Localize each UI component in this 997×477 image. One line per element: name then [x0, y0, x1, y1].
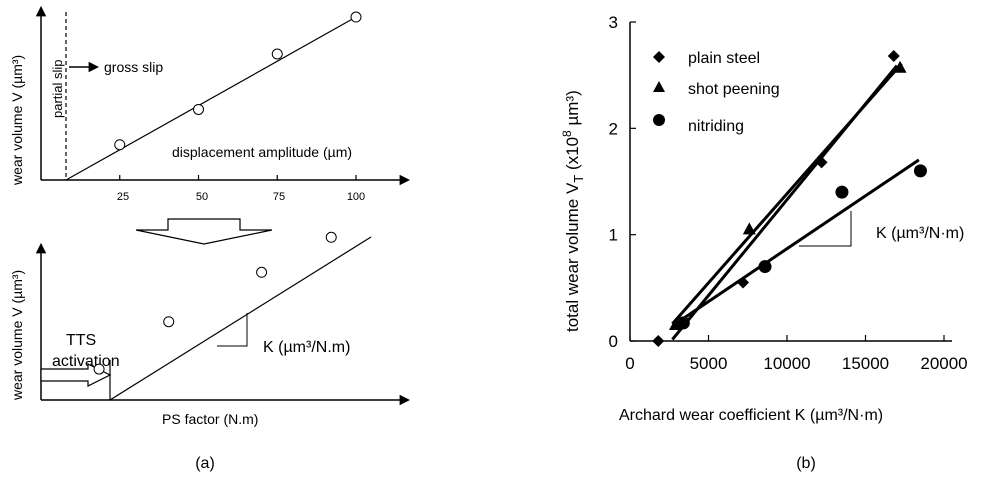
- caption-b: (b): [796, 455, 816, 472]
- data-point: [350, 11, 362, 23]
- legend-label: plain steel: [688, 50, 760, 67]
- slope-label: K (µm³/N·m): [876, 225, 964, 242]
- data-point: [163, 316, 175, 328]
- data-point-diamond: [652, 335, 665, 347]
- data-points: [93, 231, 337, 375]
- y-tick-label: 2: [609, 119, 618, 138]
- fit-line: [671, 62, 903, 325]
- slope-triangle: [799, 211, 852, 247]
- transition-arrow: [135, 218, 273, 245]
- tts-label-line1: TTS: [66, 332, 96, 349]
- x-tick-label: 15000: [842, 354, 889, 373]
- fit-line: [65, 16, 357, 181]
- x-axis-title: PS factor (N.m): [162, 411, 258, 427]
- y-tick-label: 0: [609, 332, 618, 351]
- data-point: [256, 266, 268, 278]
- caption-a: (a): [195, 455, 215, 472]
- legend-marker-circle: [653, 114, 665, 126]
- x-tick-label: 0: [625, 354, 634, 373]
- panel-a-top: gross slip partial slip wear volume V (µ…: [9, 5, 411, 203]
- legend-label: shot peening: [688, 81, 780, 98]
- x-tick-label: 100: [347, 191, 365, 203]
- x-ticks: 25 50 75 100: [117, 191, 365, 203]
- tts-activation-arrow: [40, 363, 112, 387]
- data-point-circle: [758, 260, 772, 274]
- partial-slip-label: partial slip: [50, 59, 65, 118]
- fit-line: [674, 158, 920, 325]
- x-axis-title: Archard wear coefficient K (µm³/N·m): [619, 407, 883, 424]
- data-point-diamond: [887, 50, 900, 63]
- y-ticks: 0 1 2 3: [609, 13, 636, 351]
- panel-a-bottom: wear volume V (µm³) PS factor (N.m) TTS …: [9, 231, 411, 427]
- slope-triangle: [217, 313, 248, 347]
- fit-line: [109, 236, 372, 401]
- x-tick-label: 50: [196, 191, 208, 203]
- data-point-triangle: [742, 222, 756, 235]
- slope-label: K (µm³/N.m): [263, 339, 350, 356]
- data-point-diamond: [815, 156, 828, 169]
- data-point: [271, 48, 283, 60]
- legend-marker-diamond: [653, 51, 665, 63]
- x-ticks: 0 5000 10000 15000 20000: [625, 335, 968, 373]
- panel-b: 0 1 2 3 0 5000 10000 15000 20000 total wear vol…: [560, 13, 968, 424]
- data-point-circle: [676, 316, 690, 330]
- data-point: [193, 103, 204, 115]
- y-axis-title: total wear volume VT (x108 µm³): [560, 90, 586, 332]
- y-axis-title: wear volume V (µm³): [9, 270, 25, 401]
- data-points: [114, 11, 362, 151]
- data-point-diamond: [737, 276, 750, 289]
- data-point: [114, 139, 126, 151]
- x-tick-label: 10000: [763, 354, 810, 373]
- data-point: [325, 231, 337, 243]
- y-axis-title: wear volume V (µm³): [9, 55, 25, 186]
- y-tick-label: 1: [609, 226, 618, 245]
- data-point-circle: [835, 185, 849, 199]
- data-points: [652, 50, 927, 347]
- y-tick-label: 3: [609, 13, 618, 32]
- data-point-circle: [913, 164, 927, 178]
- legend: plain steel shot peening nitriding: [653, 50, 780, 135]
- x-tick-label: 5000: [690, 354, 728, 373]
- x-tick-label: 25: [117, 191, 129, 203]
- data-point-triangle: [893, 60, 907, 73]
- x-axis-title: displacement amplitude (µm): [172, 144, 352, 160]
- gross-slip-label: gross slip: [104, 59, 163, 75]
- data-point: [93, 363, 105, 375]
- x-tick-label: 20000: [920, 354, 967, 373]
- legend-marker-triangle: [653, 81, 665, 92]
- x-tick-label: 75: [273, 191, 285, 203]
- fit-lines: [671, 62, 920, 341]
- legend-label: nitriding: [688, 118, 744, 135]
